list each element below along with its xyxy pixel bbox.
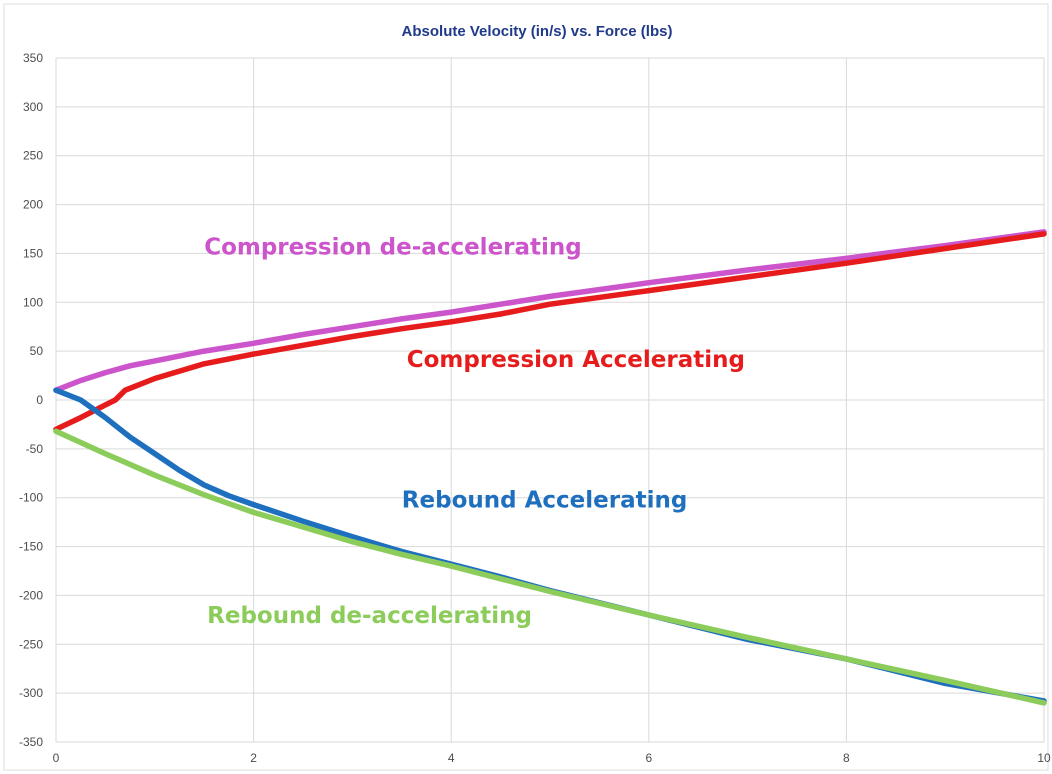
y-tick-label: -50 — [26, 442, 44, 456]
x-tick-label: 10 — [1037, 751, 1051, 765]
y-tick-label: 0 — [36, 393, 43, 407]
y-tick-label: -150 — [19, 540, 43, 554]
annotation-label: Rebound de-accelerating — [207, 603, 532, 629]
series-line-4 — [53, 428, 1047, 706]
annotations: Compression de-accelerating Compression A… — [204, 234, 745, 628]
x-tick-label: 6 — [645, 751, 652, 765]
x-axis: 0 2 4 6 8 10 — [53, 751, 1051, 765]
y-axis: 350 300 250 200 150 100 50 0 -50 -100 -150 -200 -250… — [19, 51, 43, 749]
y-tick-label: 250 — [23, 149, 43, 163]
series-line-2 — [53, 231, 1047, 433]
x-tick-label: 0 — [53, 751, 60, 765]
y-tick-label: -350 — [19, 735, 43, 749]
y-tick-label: -200 — [19, 588, 43, 602]
y-tick-label: -100 — [19, 491, 43, 505]
y-tick-label: 150 — [23, 246, 43, 260]
y-tick-label: 100 — [23, 295, 43, 309]
series-group — [53, 229, 1047, 706]
chart-frame — [3, 3, 1049, 771]
x-tick-label: 4 — [448, 751, 455, 765]
annotation-label: Rebound Accelerating — [402, 487, 688, 513]
annotation-label: Compression de-accelerating — [204, 234, 582, 260]
x-tick-label: 8 — [843, 751, 850, 765]
y-tick-label: 50 — [30, 344, 44, 358]
y-tick-label: 200 — [23, 198, 43, 212]
series-line-1 — [53, 229, 1047, 393]
y-tick-label: 350 — [23, 51, 43, 65]
y-tick-label: -300 — [19, 686, 43, 700]
chart-title: Absolute Velocity (in/s) vs. Force (lbs) — [402, 23, 673, 40]
x-tick-label: 2 — [250, 751, 257, 765]
y-tick-label: -250 — [19, 637, 43, 651]
y-tick-label: 300 — [23, 100, 43, 114]
annotation-label: Compression Accelerating — [407, 347, 745, 373]
